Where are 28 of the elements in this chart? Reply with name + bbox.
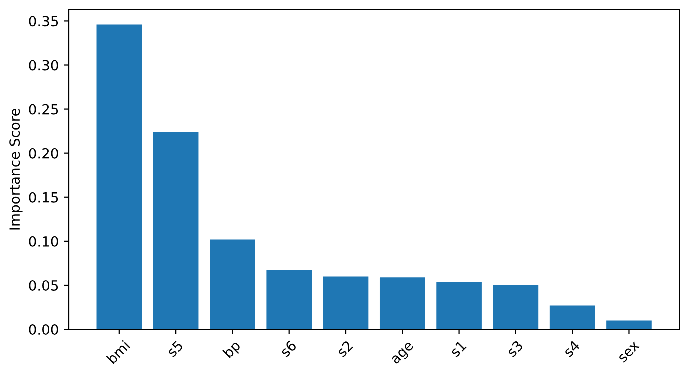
- x-tick-label: sex: [618, 342, 640, 364]
- bar: [323, 276, 369, 330]
- x-tick-label: bp: [222, 340, 244, 360]
- bar: [606, 320, 652, 330]
- x-tick-label: s3: [506, 340, 524, 358]
- y-tick-label: 0.35: [29, 16, 58, 27]
- x-tick-label: s6: [280, 340, 298, 358]
- bar: [550, 306, 596, 330]
- y-tick-label: 0.30: [29, 60, 58, 71]
- bar: [210, 240, 256, 330]
- bar: [96, 24, 142, 330]
- bar: [380, 278, 426, 330]
- y-tick-label: 0.15: [29, 192, 58, 203]
- bar: [436, 282, 482, 330]
- bar: [266, 270, 312, 330]
- x-tick-label: s2: [336, 340, 354, 358]
- bar: [493, 286, 539, 330]
- x-tick-label: s5: [166, 340, 184, 358]
- x-tick-label: s4: [562, 340, 581, 358]
- y-axis-title: Importance Score: [10, 108, 23, 230]
- y-tick-label: 0.05: [29, 280, 58, 291]
- bar: [153, 132, 199, 330]
- y-tick-label: 0.20: [29, 148, 58, 159]
- x-tick-label: age: [391, 342, 416, 366]
- y-tick-label: 0.00: [29, 324, 58, 336]
- y-tick-label: 0.10: [29, 236, 58, 247]
- y-tick-label: 0.25: [29, 104, 58, 115]
- x-tick-label: s1: [450, 340, 467, 358]
